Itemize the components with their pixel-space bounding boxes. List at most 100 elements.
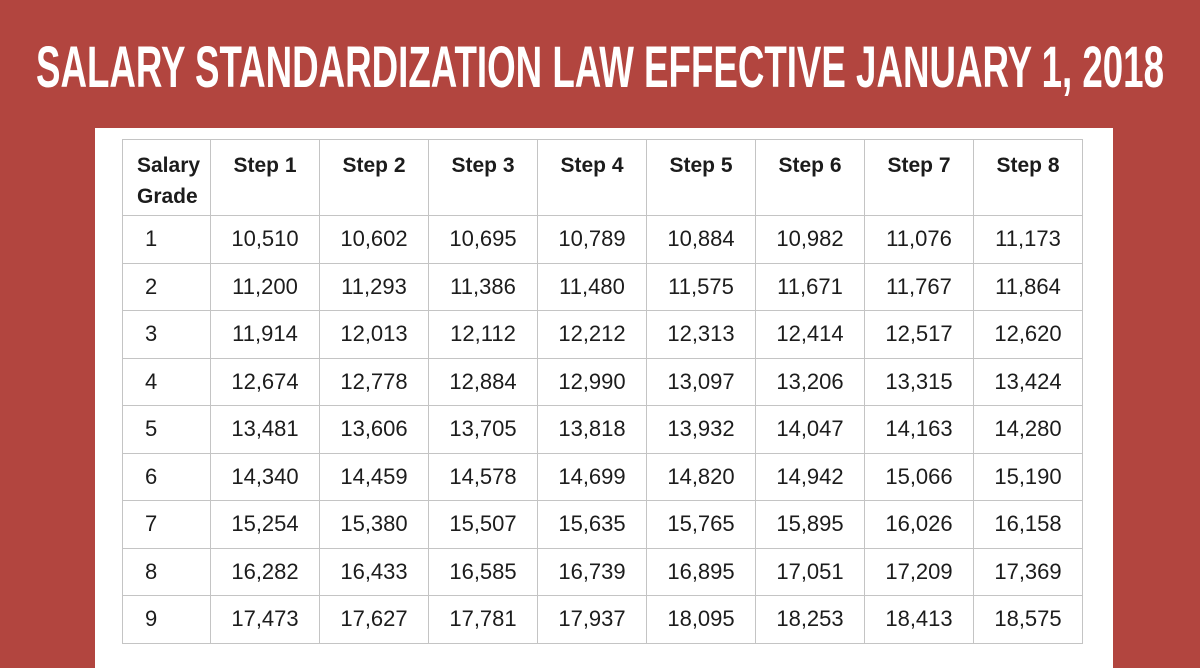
salary-table-header: Salary Grade Step 1 Step 2 Step 3 Step 4… xyxy=(122,139,1083,216)
header-step-8: Step 8 xyxy=(973,139,1083,216)
grade-cell: 4 xyxy=(122,357,211,406)
salary-cell: 14,820 xyxy=(646,452,756,501)
salary-cell: 17,369 xyxy=(973,547,1083,596)
salary-cell: 17,937 xyxy=(537,595,647,644)
table-row: 3 11,914 12,013 12,112 12,212 12,313 12,414 12,… xyxy=(122,310,1083,359)
salary-cell: 15,190 xyxy=(973,452,1083,501)
salary-cell: 15,635 xyxy=(537,500,647,549)
salary-cell: 15,895 xyxy=(755,500,865,549)
salary-table-body: 1 10,510 10,602 10,695 10,789 10,884 10,982 11,… xyxy=(122,215,1083,644)
table-row: 9 17,473 17,627 17,781 17,937 18,095 18,253 18,… xyxy=(122,595,1083,644)
grade-cell: 5 xyxy=(122,405,211,454)
salary-cell: 14,163 xyxy=(864,405,974,454)
header-step-1: Step 1 xyxy=(210,139,320,216)
salary-cell: 13,818 xyxy=(537,405,647,454)
salary-cell: 18,095 xyxy=(646,595,756,644)
salary-cell: 11,575 xyxy=(646,262,756,311)
salary-cell: 17,209 xyxy=(864,547,974,596)
page-title: SALARY STANDARDIZATION LAW EFFECTIVE JAN… xyxy=(36,35,1164,100)
salary-cell: 12,990 xyxy=(537,357,647,406)
salary-cell: 14,578 xyxy=(428,452,538,501)
salary-cell: 16,433 xyxy=(319,547,429,596)
salary-cell: 15,254 xyxy=(210,500,320,549)
grade-cell: 2 xyxy=(122,262,211,311)
grade-cell: 9 xyxy=(122,595,211,644)
header-row: Salary Grade Step 1 Step 2 Step 3 Step 4… xyxy=(122,139,1083,216)
salary-cell: 15,066 xyxy=(864,452,974,501)
table-row: 8 16,282 16,433 16,585 16,739 16,895 17,051 17,… xyxy=(122,547,1083,596)
salary-cell: 12,212 xyxy=(537,310,647,359)
salary-cell: 16,282 xyxy=(210,547,320,596)
salary-cell: 13,315 xyxy=(864,357,974,406)
salary-cell: 16,895 xyxy=(646,547,756,596)
salary-cell: 13,206 xyxy=(755,357,865,406)
salary-cell: 15,765 xyxy=(646,500,756,549)
salary-cell: 10,789 xyxy=(537,215,647,264)
header-step-4: Step 4 xyxy=(537,139,647,216)
salary-cell: 11,671 xyxy=(755,262,865,311)
salary-cell: 14,699 xyxy=(537,452,647,501)
table-row: 6 14,340 14,459 14,578 14,699 14,820 14,942 15,… xyxy=(122,452,1083,501)
salary-cell: 17,473 xyxy=(210,595,320,644)
header-step-6: Step 6 xyxy=(755,139,865,216)
salary-cell: 11,173 xyxy=(973,215,1083,264)
salary-cell: 16,585 xyxy=(428,547,538,596)
header-step-7: Step 7 xyxy=(864,139,974,216)
salary-cell: 12,620 xyxy=(973,310,1083,359)
salary-cell: 10,884 xyxy=(646,215,756,264)
salary-cell: 11,864 xyxy=(973,262,1083,311)
table-panel: Salary Grade Step 1 Step 2 Step 3 Step 4… xyxy=(95,128,1113,668)
salary-cell: 11,914 xyxy=(210,310,320,359)
header-step-2: Step 2 xyxy=(319,139,429,216)
header-step-3: Step 3 xyxy=(428,139,538,216)
salary-cell: 14,280 xyxy=(973,405,1083,454)
salary-cell: 13,705 xyxy=(428,405,538,454)
salary-cell: 12,778 xyxy=(319,357,429,406)
salary-cell: 10,982 xyxy=(755,215,865,264)
salary-cell: 11,480 xyxy=(537,262,647,311)
salary-cell: 12,674 xyxy=(210,357,320,406)
salary-cell: 16,739 xyxy=(537,547,647,596)
salary-cell: 12,884 xyxy=(428,357,538,406)
grade-cell: 3 xyxy=(122,310,211,359)
salary-cell: 13,932 xyxy=(646,405,756,454)
salary-cell: 13,481 xyxy=(210,405,320,454)
salary-cell: 11,293 xyxy=(319,262,429,311)
grade-cell: 8 xyxy=(122,547,211,596)
salary-cell: 15,380 xyxy=(319,500,429,549)
salary-cell: 10,695 xyxy=(428,215,538,264)
grade-cell: 6 xyxy=(122,452,211,501)
salary-cell: 12,313 xyxy=(646,310,756,359)
salary-cell: 11,200 xyxy=(210,262,320,311)
salary-cell: 12,112 xyxy=(428,310,538,359)
salary-cell: 11,386 xyxy=(428,262,538,311)
salary-cell: 13,606 xyxy=(319,405,429,454)
table-row: 7 15,254 15,380 15,507 15,635 15,765 15,895 16,… xyxy=(122,500,1083,549)
salary-cell: 14,459 xyxy=(319,452,429,501)
salary-cell: 13,424 xyxy=(973,357,1083,406)
header-step-5: Step 5 xyxy=(646,139,756,216)
salary-cell: 17,781 xyxy=(428,595,538,644)
grade-cell: 1 xyxy=(122,215,211,264)
salary-cell: 16,026 xyxy=(864,500,974,549)
grade-cell: 7 xyxy=(122,500,211,549)
salary-cell: 12,013 xyxy=(319,310,429,359)
salary-cell: 17,627 xyxy=(319,595,429,644)
title-banner: SALARY STANDARDIZATION LAW EFFECTIVE JAN… xyxy=(36,35,1164,100)
table-row: 4 12,674 12,778 12,884 12,990 13,097 13,206 13,… xyxy=(122,357,1083,406)
salary-cell: 11,076 xyxy=(864,215,974,264)
table-row: 2 11,200 11,293 11,386 11,480 11,575 11,671 11,… xyxy=(122,262,1083,311)
salary-cell: 18,575 xyxy=(973,595,1083,644)
salary-cell: 14,340 xyxy=(210,452,320,501)
salary-cell: 13,097 xyxy=(646,357,756,406)
salary-cell: 10,602 xyxy=(319,215,429,264)
header-salary-grade: Salary Grade xyxy=(122,139,211,216)
salary-cell: 16,158 xyxy=(973,500,1083,549)
salary-cell: 18,253 xyxy=(755,595,865,644)
salary-cell: 18,413 xyxy=(864,595,974,644)
salary-cell: 10,510 xyxy=(210,215,320,264)
salary-table: Salary Grade Step 1 Step 2 Step 3 Step 4… xyxy=(122,139,1083,644)
table-row: 5 13,481 13,606 13,705 13,818 13,932 14,047 14,… xyxy=(122,405,1083,454)
salary-cell: 12,517 xyxy=(864,310,974,359)
salary-cell: 14,047 xyxy=(755,405,865,454)
